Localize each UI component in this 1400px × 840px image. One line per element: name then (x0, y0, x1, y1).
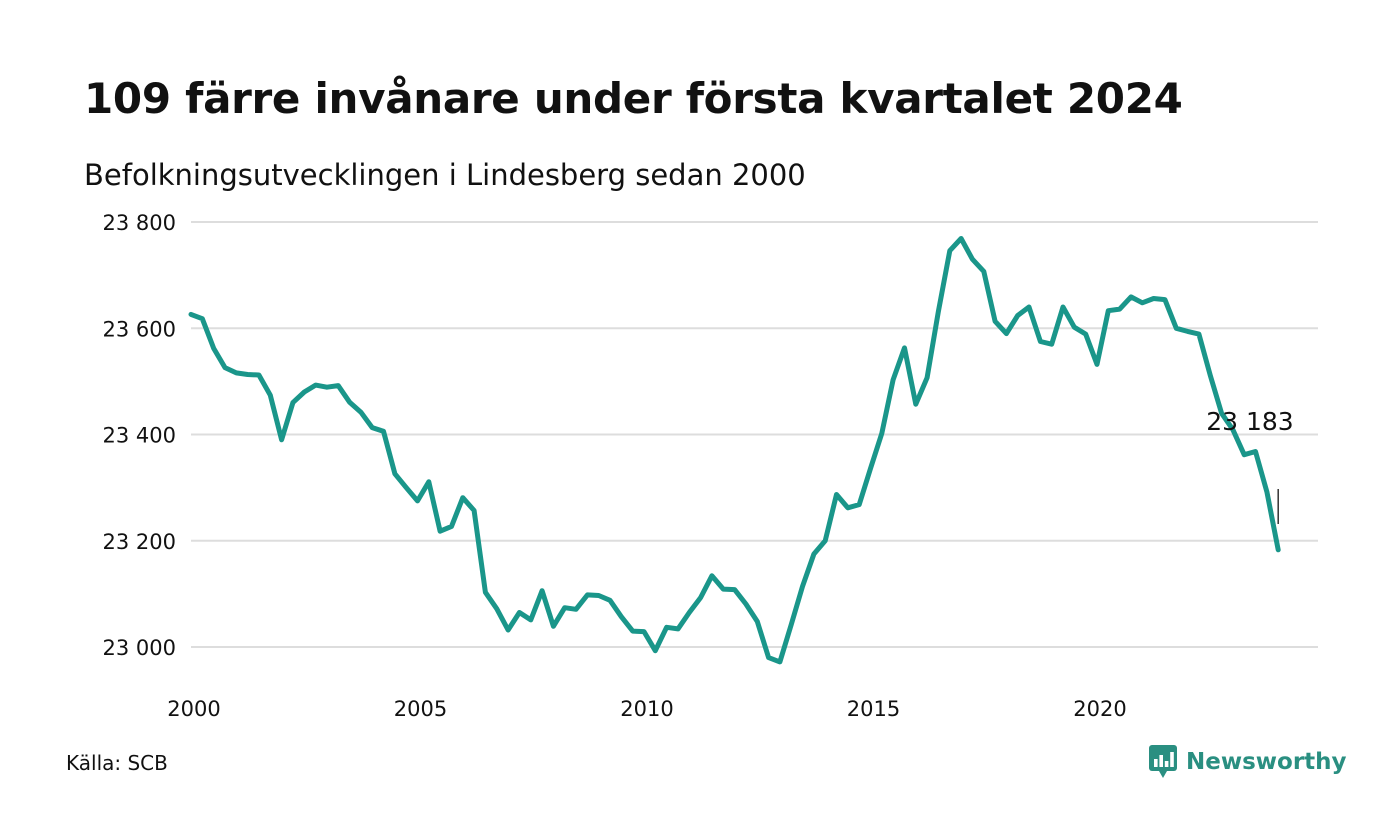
x-axis-tick-labels: 2000 2005 2010 2015 2020 (167, 697, 1126, 721)
bar-chart-speech-bubble-icon (1149, 745, 1177, 778)
y-tick-label: 23 400 (103, 424, 176, 448)
chart-subtitle: Befolkningsutvecklingen i Lindesberg sed… (84, 158, 806, 192)
y-tick-label: 23 000 (103, 636, 176, 660)
chart-title: 109 färre invånare under första kvartale… (84, 74, 1183, 123)
y-tick-label: 23 200 (103, 530, 176, 554)
gridlines (191, 221, 1318, 648)
x-tick-label: 2020 (1073, 697, 1126, 721)
source-note: Källa: SCB (66, 751, 168, 775)
series-line-0 (188, 236, 1281, 665)
x-tick-label: 2015 (847, 697, 900, 721)
y-axis-tick-labels: 23 000 23 200 23 400 23 600 23 800 (103, 211, 176, 660)
x-tick-label: 2000 (167, 697, 220, 721)
y-tick-label: 23 800 (103, 211, 176, 235)
annotation-label: 23 183 (1206, 407, 1293, 436)
series-layer (188, 236, 1281, 665)
x-tick-label: 2005 (394, 697, 447, 721)
y-tick-label: 23 600 (103, 317, 176, 341)
brand-logo[interactable]: Newsworthy (1148, 744, 1347, 780)
annotation-layer: 23 183 (1206, 407, 1294, 524)
x-tick-label: 2010 (620, 697, 673, 721)
brand-name: Newsworthy (1186, 749, 1347, 775)
